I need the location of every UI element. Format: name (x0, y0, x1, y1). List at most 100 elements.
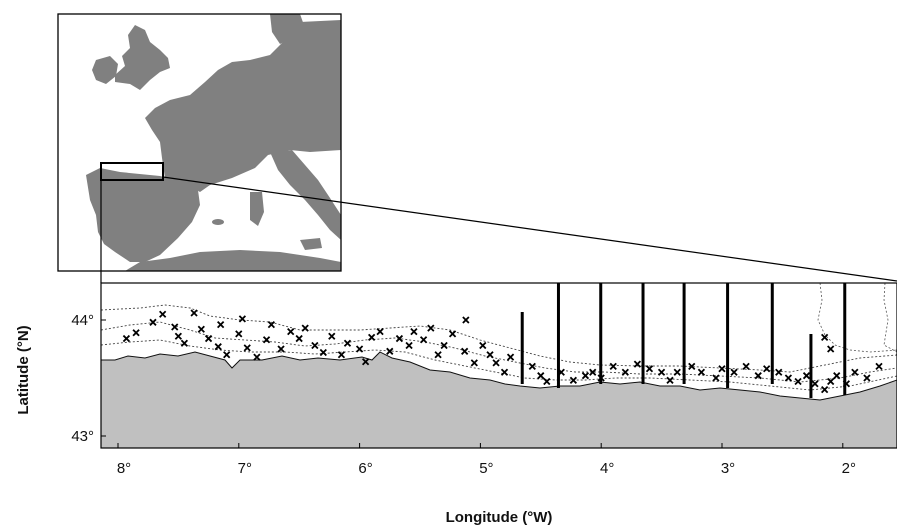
sample-marker (621, 368, 629, 376)
inset-land (86, 14, 341, 271)
sample-marker (486, 351, 494, 359)
sample-marker (440, 341, 448, 350)
sample-marker (461, 347, 469, 355)
sample-marker (343, 339, 352, 347)
sample-marker (645, 365, 654, 373)
sample-marker (730, 368, 738, 376)
sample-marker (376, 327, 384, 336)
iberia-landmass (86, 168, 200, 262)
y-tick-label: 43° (71, 428, 94, 445)
main-map (100, 282, 897, 449)
inset-frame (57, 13, 342, 272)
y-axis-title: Latitude (°N) (15, 325, 32, 414)
x-tick-label: 3° (721, 460, 735, 477)
sample-marker (537, 372, 545, 380)
sample-marker (851, 368, 859, 376)
sample-marker (295, 334, 303, 343)
sample-marker (754, 372, 762, 380)
sample-marker (811, 380, 819, 388)
sample-marker (301, 324, 309, 332)
sample-marker (842, 380, 851, 388)
sample-marker (235, 330, 243, 338)
sample-marker (833, 372, 841, 380)
sample-marker (277, 345, 285, 353)
isobath-deep (101, 304, 897, 373)
scandinavia-landmass (270, 14, 305, 44)
balearic-islands (212, 219, 224, 225)
x-tick-label: 4° (600, 460, 614, 477)
sample-marker (543, 377, 551, 386)
britain-landmass (115, 25, 170, 90)
sample-marker (609, 362, 617, 371)
x-axis-title: Longitude (°W) (446, 509, 553, 526)
sample-marker (223, 351, 231, 359)
sample-marker (355, 345, 364, 353)
sample-marker (569, 376, 578, 384)
sample-marker (863, 374, 871, 382)
sample-marker (742, 362, 750, 371)
x-tick-label: 8° (117, 460, 131, 477)
sample-marker (763, 365, 771, 373)
sample-marker (368, 333, 376, 342)
sample-marker (875, 362, 883, 371)
sample-marker (434, 351, 442, 359)
sample-marker (262, 336, 271, 344)
france-coast-land-2 (883, 283, 897, 353)
ireland-landmass (92, 56, 118, 84)
sample-marker (171, 323, 179, 331)
sample-marker (802, 372, 811, 380)
sample-marker (697, 368, 706, 376)
spain-coast-land (101, 351, 897, 448)
sample-marker (267, 321, 276, 329)
sample-marker (410, 327, 418, 336)
sample-marker (673, 368, 681, 376)
sample-marker (217, 321, 225, 329)
sample-marker (132, 329, 140, 337)
study-area-box (100, 162, 164, 181)
sample-marker (204, 334, 213, 343)
sample-marker (597, 374, 605, 382)
sample-marker (159, 310, 167, 318)
sample-marker (337, 351, 346, 359)
sample-marker (190, 309, 198, 317)
sample-marker (149, 318, 157, 326)
sample-marker (794, 377, 802, 386)
y-tick-label: 44° (71, 312, 94, 329)
sample-marker (821, 333, 829, 342)
sample-marker (775, 368, 783, 376)
x-tick-label: 5° (479, 460, 493, 477)
sample-marker (827, 377, 835, 386)
sample-markers (122, 309, 897, 394)
sample-marker (419, 336, 428, 344)
sample-marker (395, 334, 404, 343)
x-tick-label: 7° (238, 460, 252, 477)
sample-marker (253, 353, 261, 361)
sample-marker (238, 315, 247, 323)
sample-marker (214, 343, 222, 351)
sample-marker (821, 385, 829, 394)
sample-marker (718, 365, 726, 373)
sample-marker (528, 362, 536, 371)
sample-marker (666, 376, 674, 384)
y-tick-labels: 44° 43° (71, 312, 106, 445)
isobath-shallow (101, 339, 897, 391)
sample-marker (462, 316, 470, 324)
france-europe-landmass (145, 20, 341, 192)
sample-marker (197, 325, 205, 333)
sample-marker (557, 368, 565, 376)
sample-marker (243, 344, 251, 352)
sample-marker (712, 374, 720, 382)
sample-marker (386, 347, 394, 355)
sample-marker (180, 339, 189, 347)
sardinia-landmass (250, 192, 264, 226)
sample-marker (589, 368, 597, 376)
x-tick-label: 2° (842, 460, 856, 477)
sample-marker (122, 334, 131, 343)
x-tick-labels: 8° 7° 6° 5° 4° 3° 2° (117, 443, 856, 477)
sicily-landmass (300, 238, 322, 250)
sample-marker (328, 332, 336, 340)
sample-marker (287, 327, 295, 336)
sample-marker (174, 332, 182, 340)
